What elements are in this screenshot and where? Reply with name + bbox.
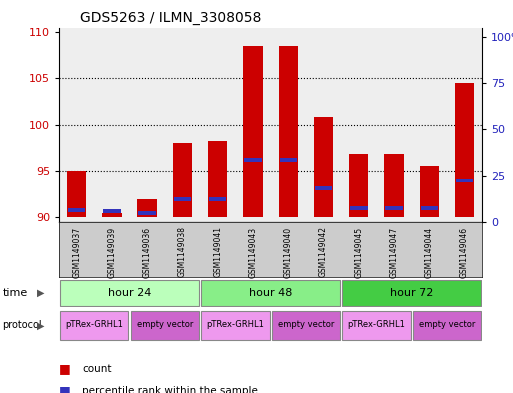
- Text: GSM1149036: GSM1149036: [143, 226, 152, 277]
- Text: pTRex-GRHL1: pTRex-GRHL1: [65, 320, 123, 329]
- Text: GSM1149047: GSM1149047: [389, 226, 399, 277]
- Bar: [103, 209, 121, 213]
- Text: empty vector: empty vector: [278, 320, 334, 329]
- Text: GSM1149044: GSM1149044: [425, 226, 434, 277]
- Bar: [413, 311, 481, 340]
- Text: GSM1149038: GSM1149038: [178, 226, 187, 277]
- Text: GSM1149039: GSM1149039: [107, 226, 116, 277]
- Bar: [201, 311, 269, 340]
- Bar: [173, 143, 192, 217]
- Text: GSM1149041: GSM1149041: [213, 226, 222, 277]
- Bar: [208, 141, 227, 217]
- Text: pTRex-GRHL1: pTRex-GRHL1: [206, 320, 264, 329]
- Bar: [456, 178, 473, 182]
- Bar: [349, 154, 368, 217]
- Text: ▶: ▶: [37, 288, 45, 298]
- Text: hour 72: hour 72: [390, 288, 433, 298]
- Bar: [137, 199, 157, 217]
- Bar: [314, 118, 333, 217]
- Bar: [201, 281, 340, 306]
- Text: GSM1149042: GSM1149042: [319, 226, 328, 277]
- Text: ■: ■: [59, 384, 71, 393]
- Text: percentile rank within the sample: percentile rank within the sample: [82, 386, 258, 393]
- Text: GSM1149045: GSM1149045: [354, 226, 363, 277]
- Bar: [67, 171, 86, 217]
- Bar: [455, 83, 475, 217]
- Text: count: count: [82, 364, 112, 374]
- Text: GSM1149040: GSM1149040: [284, 226, 293, 277]
- Bar: [60, 311, 128, 340]
- Bar: [272, 311, 340, 340]
- Text: GDS5263 / ILMN_3308058: GDS5263 / ILMN_3308058: [80, 11, 262, 25]
- Bar: [315, 186, 332, 189]
- Bar: [174, 197, 191, 201]
- Text: time: time: [3, 288, 28, 298]
- Text: empty vector: empty vector: [419, 320, 475, 329]
- Text: protocol: protocol: [3, 320, 42, 331]
- Bar: [421, 206, 438, 210]
- Text: pTRex-GRHL1: pTRex-GRHL1: [347, 320, 405, 329]
- Text: ▶: ▶: [37, 320, 45, 331]
- Bar: [385, 206, 403, 210]
- Bar: [131, 311, 199, 340]
- Bar: [420, 167, 439, 217]
- Bar: [280, 158, 297, 162]
- Bar: [279, 46, 298, 217]
- Text: hour 24: hour 24: [108, 288, 151, 298]
- Bar: [384, 154, 404, 217]
- Bar: [139, 211, 156, 215]
- Bar: [243, 46, 263, 217]
- Bar: [68, 208, 85, 212]
- Bar: [342, 311, 410, 340]
- Text: GSM1149043: GSM1149043: [248, 226, 258, 277]
- Text: hour 48: hour 48: [249, 288, 292, 298]
- Bar: [342, 281, 481, 306]
- Bar: [244, 158, 262, 162]
- Text: ■: ■: [59, 362, 71, 376]
- Bar: [102, 213, 122, 217]
- Bar: [60, 281, 199, 306]
- Text: GSM1149046: GSM1149046: [460, 226, 469, 277]
- Bar: [209, 197, 226, 201]
- Text: GSM1149037: GSM1149037: [72, 226, 81, 277]
- Text: empty vector: empty vector: [136, 320, 193, 329]
- Bar: [350, 206, 367, 210]
